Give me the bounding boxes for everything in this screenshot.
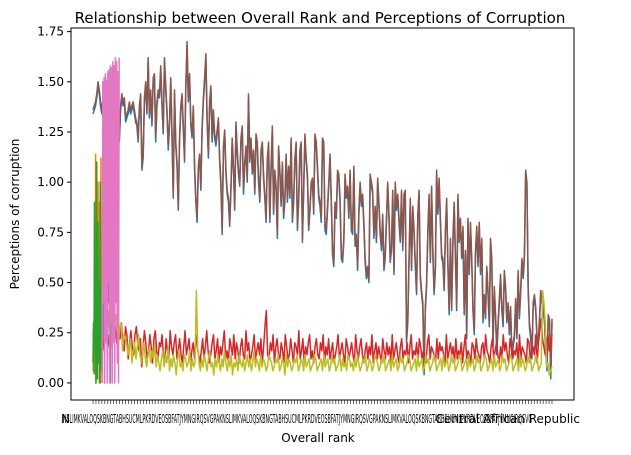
x-axis-label: Overall rank [281, 431, 355, 445]
y-tick-label: 1.00 [37, 175, 64, 189]
y-tick-label: 0.25 [37, 326, 64, 340]
series-line-2 [92, 309, 553, 368]
series-line-5 [92, 161, 103, 384]
x-tick-label-first: N [61, 412, 70, 426]
x-tick-labels-overlap: NSLIMKVALOQSKBNGTABHSUCMLPKRDVEOSBFATJYM… [63, 412, 532, 426]
series-layer [92, 40, 553, 384]
y-tick-label: 0.00 [37, 376, 64, 390]
series-line-7 [101, 56, 120, 384]
y-tick-label: 1.50 [37, 75, 64, 89]
y-tick-label: 1.75 [37, 25, 64, 39]
x-tick-label-last: Central African Republic [436, 412, 580, 426]
chart-title: Relationship between Overall Rank and Pe… [75, 9, 566, 27]
y-tick-label: 0.75 [37, 225, 64, 239]
series-line-3 [92, 289, 553, 376]
y-axis: 0.00 0.25 0.50 0.75 1.00 1.25 1.50 1.75 [37, 25, 71, 390]
series-line-1 [92, 40, 553, 376]
x-axis: NSLIMKVALOQSKBNGTABHSUCMLPKRDVEOSBFATJYM… [63, 400, 553, 426]
plot-frame [70, 27, 575, 401]
y-axis-label: Perceptions of corruption [8, 139, 22, 290]
y-tick-label: 1.25 [37, 125, 64, 139]
y-tick-label: 0.50 [37, 276, 64, 290]
plot-area [70, 27, 575, 401]
